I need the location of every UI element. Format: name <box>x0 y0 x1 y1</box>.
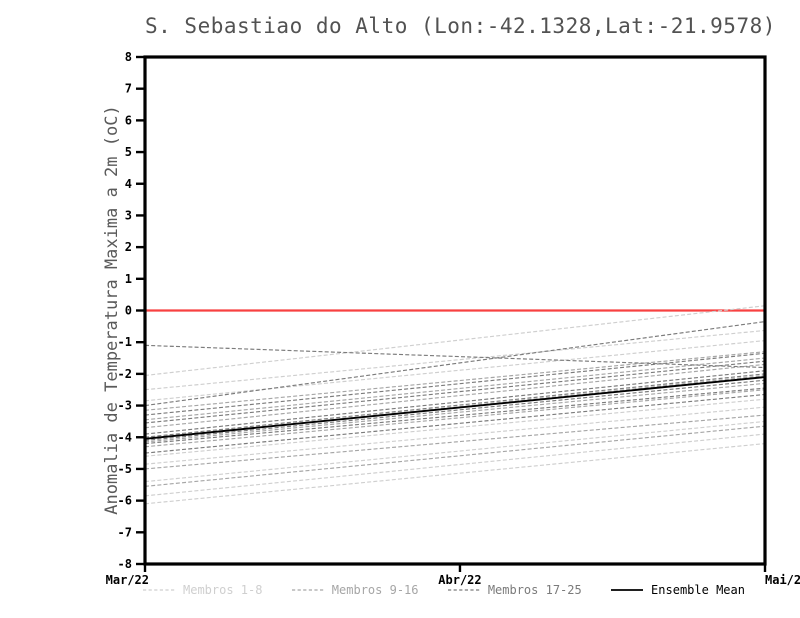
member-line <box>144 420 766 483</box>
y-tick-label: 8 <box>125 50 132 64</box>
y-axis-label: Anomalia de Temperatura Maxima a 2m (oC) <box>102 105 122 515</box>
y-tick-label: -8 <box>118 557 132 571</box>
member-line <box>144 321 766 407</box>
member-line <box>144 433 766 497</box>
y-tick-label: 3 <box>125 208 132 222</box>
y-tick-label: 6 <box>125 113 132 127</box>
x-tick-label: Mai/22 <box>765 573 800 587</box>
x-tick-label: Mar/22 <box>106 573 149 587</box>
member-line <box>144 425 766 487</box>
member-line <box>144 329 766 391</box>
dashed-line-sample-icon <box>291 589 324 591</box>
y-tick-label: -3 <box>118 399 132 413</box>
member-line <box>144 389 766 448</box>
y-tick-label: 1 <box>125 272 132 286</box>
member-line <box>144 351 766 411</box>
legend-label: Ensemble Mean <box>651 583 745 597</box>
legend-label: Membros 9-16 <box>331 583 419 597</box>
member-line <box>144 373 766 438</box>
member-line <box>144 340 766 402</box>
member-line <box>144 352 766 416</box>
member-line <box>144 363 766 429</box>
member-line <box>144 360 766 424</box>
member-line <box>144 398 766 457</box>
x-tick-label: Abr/22 <box>438 573 481 587</box>
y-tick-label: -6 <box>118 494 132 508</box>
legend: Membros 1-8 Membros 9-16 Membros 17-25 Ense… <box>143 583 745 597</box>
member-line <box>144 370 766 435</box>
plot-frame <box>143 55 767 566</box>
legend-item-4: Ensemble Mean <box>611 583 745 597</box>
dashed-line-sample-icon <box>143 589 175 591</box>
solid-line-sample-icon <box>611 589 644 591</box>
plot-area: 8 7 6 5 4 3 2 1 0 -1 -2 -3 -4 -5 -6 -7 -8 Mar/22 Abr/22 Mai… <box>106 50 800 587</box>
y-tick-label: -1 <box>118 335 132 349</box>
y-tick-label: -5 <box>118 462 132 476</box>
y-tick-label: 7 <box>125 82 132 96</box>
y-tick-label: 5 <box>125 145 132 159</box>
member-line <box>144 344 766 369</box>
member-line <box>144 414 766 470</box>
ensemble-mean-line <box>144 376 766 440</box>
member-line <box>144 357 766 421</box>
member-line <box>144 406 766 465</box>
y-tick-label: -4 <box>118 430 132 444</box>
legend-item-3: Membros 17-25 <box>447 583 582 597</box>
member-line <box>144 443 766 505</box>
y-tick-label: 2 <box>125 240 132 254</box>
member-line <box>144 382 766 443</box>
member-line <box>144 379 766 441</box>
legend-label: Membros 1-8 <box>183 583 263 597</box>
legend-label: Membros 17-25 <box>487 583 582 597</box>
legend-item-2: Membros 9-16 <box>291 583 419 597</box>
chart-title: S. Sebastiao do Alto (Lon:-42.1328,Lat:-… <box>145 14 776 38</box>
y-tick-label: -7 <box>118 525 132 539</box>
member-line <box>144 393 766 454</box>
member-line <box>144 305 766 377</box>
y-tick-label: -2 <box>118 367 132 381</box>
dashed-line-sample-icon <box>447 589 480 591</box>
y-tick-label: 4 <box>125 177 132 191</box>
legend-item-1: Membros 1-8 <box>143 583 262 597</box>
member-line <box>144 387 766 445</box>
y-tick-label: 0 <box>125 304 132 318</box>
